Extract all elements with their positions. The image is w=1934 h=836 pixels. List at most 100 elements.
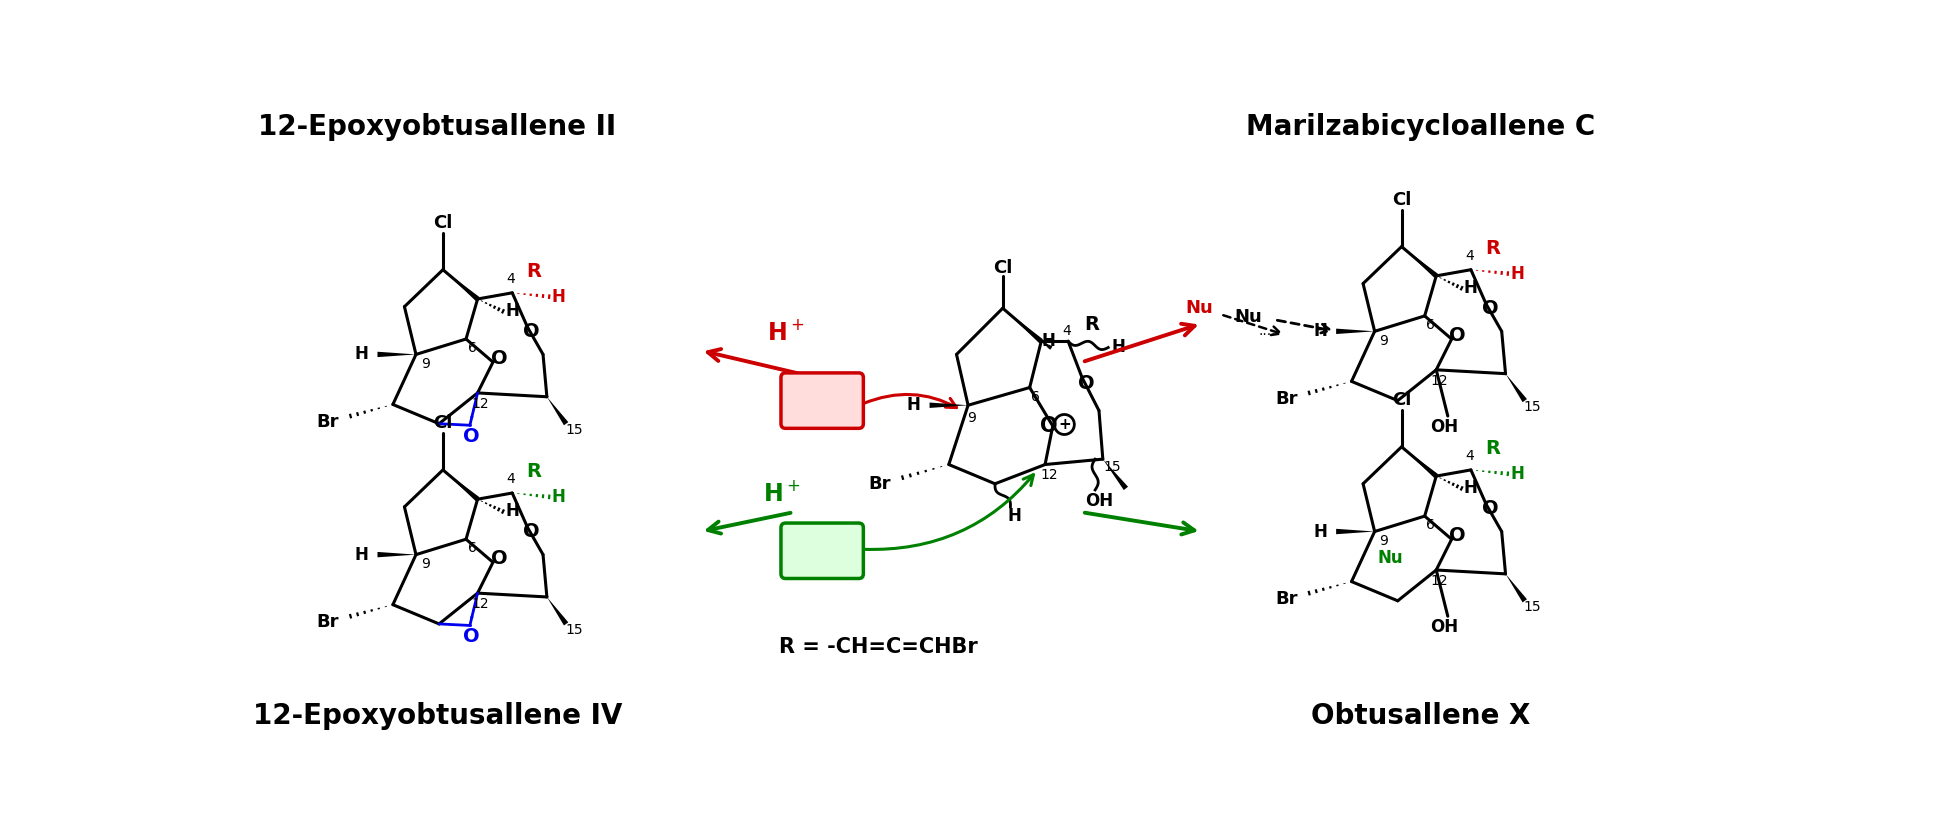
Polygon shape <box>1505 573 1528 603</box>
Text: 9: 9 <box>967 410 977 425</box>
Text: 12-Epoxyobtusallene IV: 12-Epoxyobtusallene IV <box>253 702 623 731</box>
Text: 12: 12 <box>472 397 489 410</box>
Text: O: O <box>462 627 480 645</box>
Text: ....: .... <box>1259 324 1276 338</box>
Text: Br: Br <box>317 614 338 631</box>
Text: 12: 12 <box>1040 468 1058 482</box>
Text: Br: Br <box>317 413 338 431</box>
Text: Cl: Cl <box>1392 391 1412 409</box>
Text: H: H <box>907 396 921 415</box>
Text: O: O <box>491 549 507 568</box>
Text: H: H <box>1464 279 1478 298</box>
Text: H: H <box>551 488 565 506</box>
Text: Cl: Cl <box>1392 191 1412 209</box>
Text: 6: 6 <box>1427 518 1435 533</box>
Text: H: H <box>1008 507 1021 525</box>
Text: Cl: Cl <box>992 259 1011 278</box>
Text: H: H <box>354 345 367 364</box>
FancyBboxPatch shape <box>781 373 863 428</box>
Text: +: + <box>1058 417 1071 432</box>
Text: OH: OH <box>1085 492 1114 511</box>
Text: 9: 9 <box>1379 533 1389 548</box>
Text: Nu: Nu <box>803 390 839 414</box>
Text: 9: 9 <box>422 557 429 571</box>
Polygon shape <box>377 352 416 357</box>
Polygon shape <box>377 552 416 558</box>
Text: H: H <box>1510 264 1524 283</box>
Text: H$^+$: H$^+$ <box>768 320 805 345</box>
Text: 4: 4 <box>1062 324 1071 338</box>
Text: ••: •• <box>839 553 859 568</box>
Polygon shape <box>443 470 480 502</box>
Text: 12-Epoxyobtusallene II: 12-Epoxyobtusallene II <box>259 113 617 141</box>
FancyBboxPatch shape <box>781 523 863 579</box>
Text: Br: Br <box>868 475 892 492</box>
Text: 6: 6 <box>468 341 476 355</box>
Text: 4: 4 <box>1464 449 1474 463</box>
Text: OH: OH <box>1429 618 1458 636</box>
Polygon shape <box>547 397 569 426</box>
Text: 15: 15 <box>1102 460 1122 474</box>
Text: O: O <box>524 322 540 341</box>
Text: H: H <box>505 303 518 320</box>
Text: O: O <box>524 522 540 541</box>
Text: O: O <box>1040 416 1058 436</box>
Polygon shape <box>1505 374 1528 402</box>
Text: H: H <box>551 288 565 306</box>
Text: 4: 4 <box>1464 249 1474 263</box>
Text: Nu: Nu <box>1186 299 1213 317</box>
Text: O: O <box>1449 326 1466 344</box>
Text: 15: 15 <box>1524 400 1541 414</box>
Text: Nu: Nu <box>803 540 839 564</box>
Text: OH: OH <box>1429 418 1458 436</box>
Text: 15: 15 <box>565 623 582 637</box>
Polygon shape <box>1102 459 1128 490</box>
Polygon shape <box>1336 529 1375 534</box>
Text: R: R <box>1485 238 1501 257</box>
Text: H: H <box>1042 333 1056 350</box>
Text: Obtusallene X: Obtusallene X <box>1311 702 1530 731</box>
Text: H: H <box>1313 323 1327 340</box>
Text: O: O <box>491 349 507 368</box>
Text: R: R <box>1083 315 1099 334</box>
Text: R: R <box>526 462 542 481</box>
Text: 12: 12 <box>1431 374 1449 388</box>
Text: 12: 12 <box>472 597 489 611</box>
Text: Nu: Nu <box>1234 308 1263 327</box>
Polygon shape <box>1002 308 1042 344</box>
Polygon shape <box>930 403 969 408</box>
Polygon shape <box>1402 446 1439 478</box>
Text: R: R <box>526 262 542 281</box>
Text: 6: 6 <box>468 542 476 555</box>
Polygon shape <box>1402 247 1439 278</box>
Text: H: H <box>1313 522 1327 541</box>
Text: 9: 9 <box>422 357 429 370</box>
Text: O: O <box>462 426 480 446</box>
Text: Nu: Nu <box>1377 549 1402 568</box>
Text: O: O <box>1449 526 1466 545</box>
Text: H: H <box>1510 465 1524 482</box>
Text: 15: 15 <box>1524 600 1541 614</box>
Text: H: H <box>354 546 367 563</box>
Text: Br: Br <box>1275 590 1298 609</box>
Text: O: O <box>1481 499 1499 518</box>
Text: Marilzabicycloallene C: Marilzabicycloallene C <box>1245 113 1596 141</box>
Text: O: O <box>1077 375 1095 393</box>
Text: 9: 9 <box>1379 334 1389 348</box>
Polygon shape <box>1336 329 1375 334</box>
Text: H: H <box>505 502 518 521</box>
Polygon shape <box>443 270 480 301</box>
Text: 12: 12 <box>1431 573 1449 588</box>
Text: Cl: Cl <box>433 414 453 432</box>
Text: 4: 4 <box>507 472 514 487</box>
Text: 6: 6 <box>1031 390 1040 404</box>
Text: Cl: Cl <box>433 214 453 232</box>
Text: R: R <box>1485 439 1501 458</box>
Polygon shape <box>547 597 569 625</box>
Text: H$^+$: H$^+$ <box>764 481 801 506</box>
Text: 15: 15 <box>565 423 582 437</box>
Text: 6: 6 <box>1427 319 1435 332</box>
Text: O: O <box>1481 298 1499 318</box>
Text: Br: Br <box>1275 390 1298 408</box>
Text: H: H <box>1464 479 1478 497</box>
